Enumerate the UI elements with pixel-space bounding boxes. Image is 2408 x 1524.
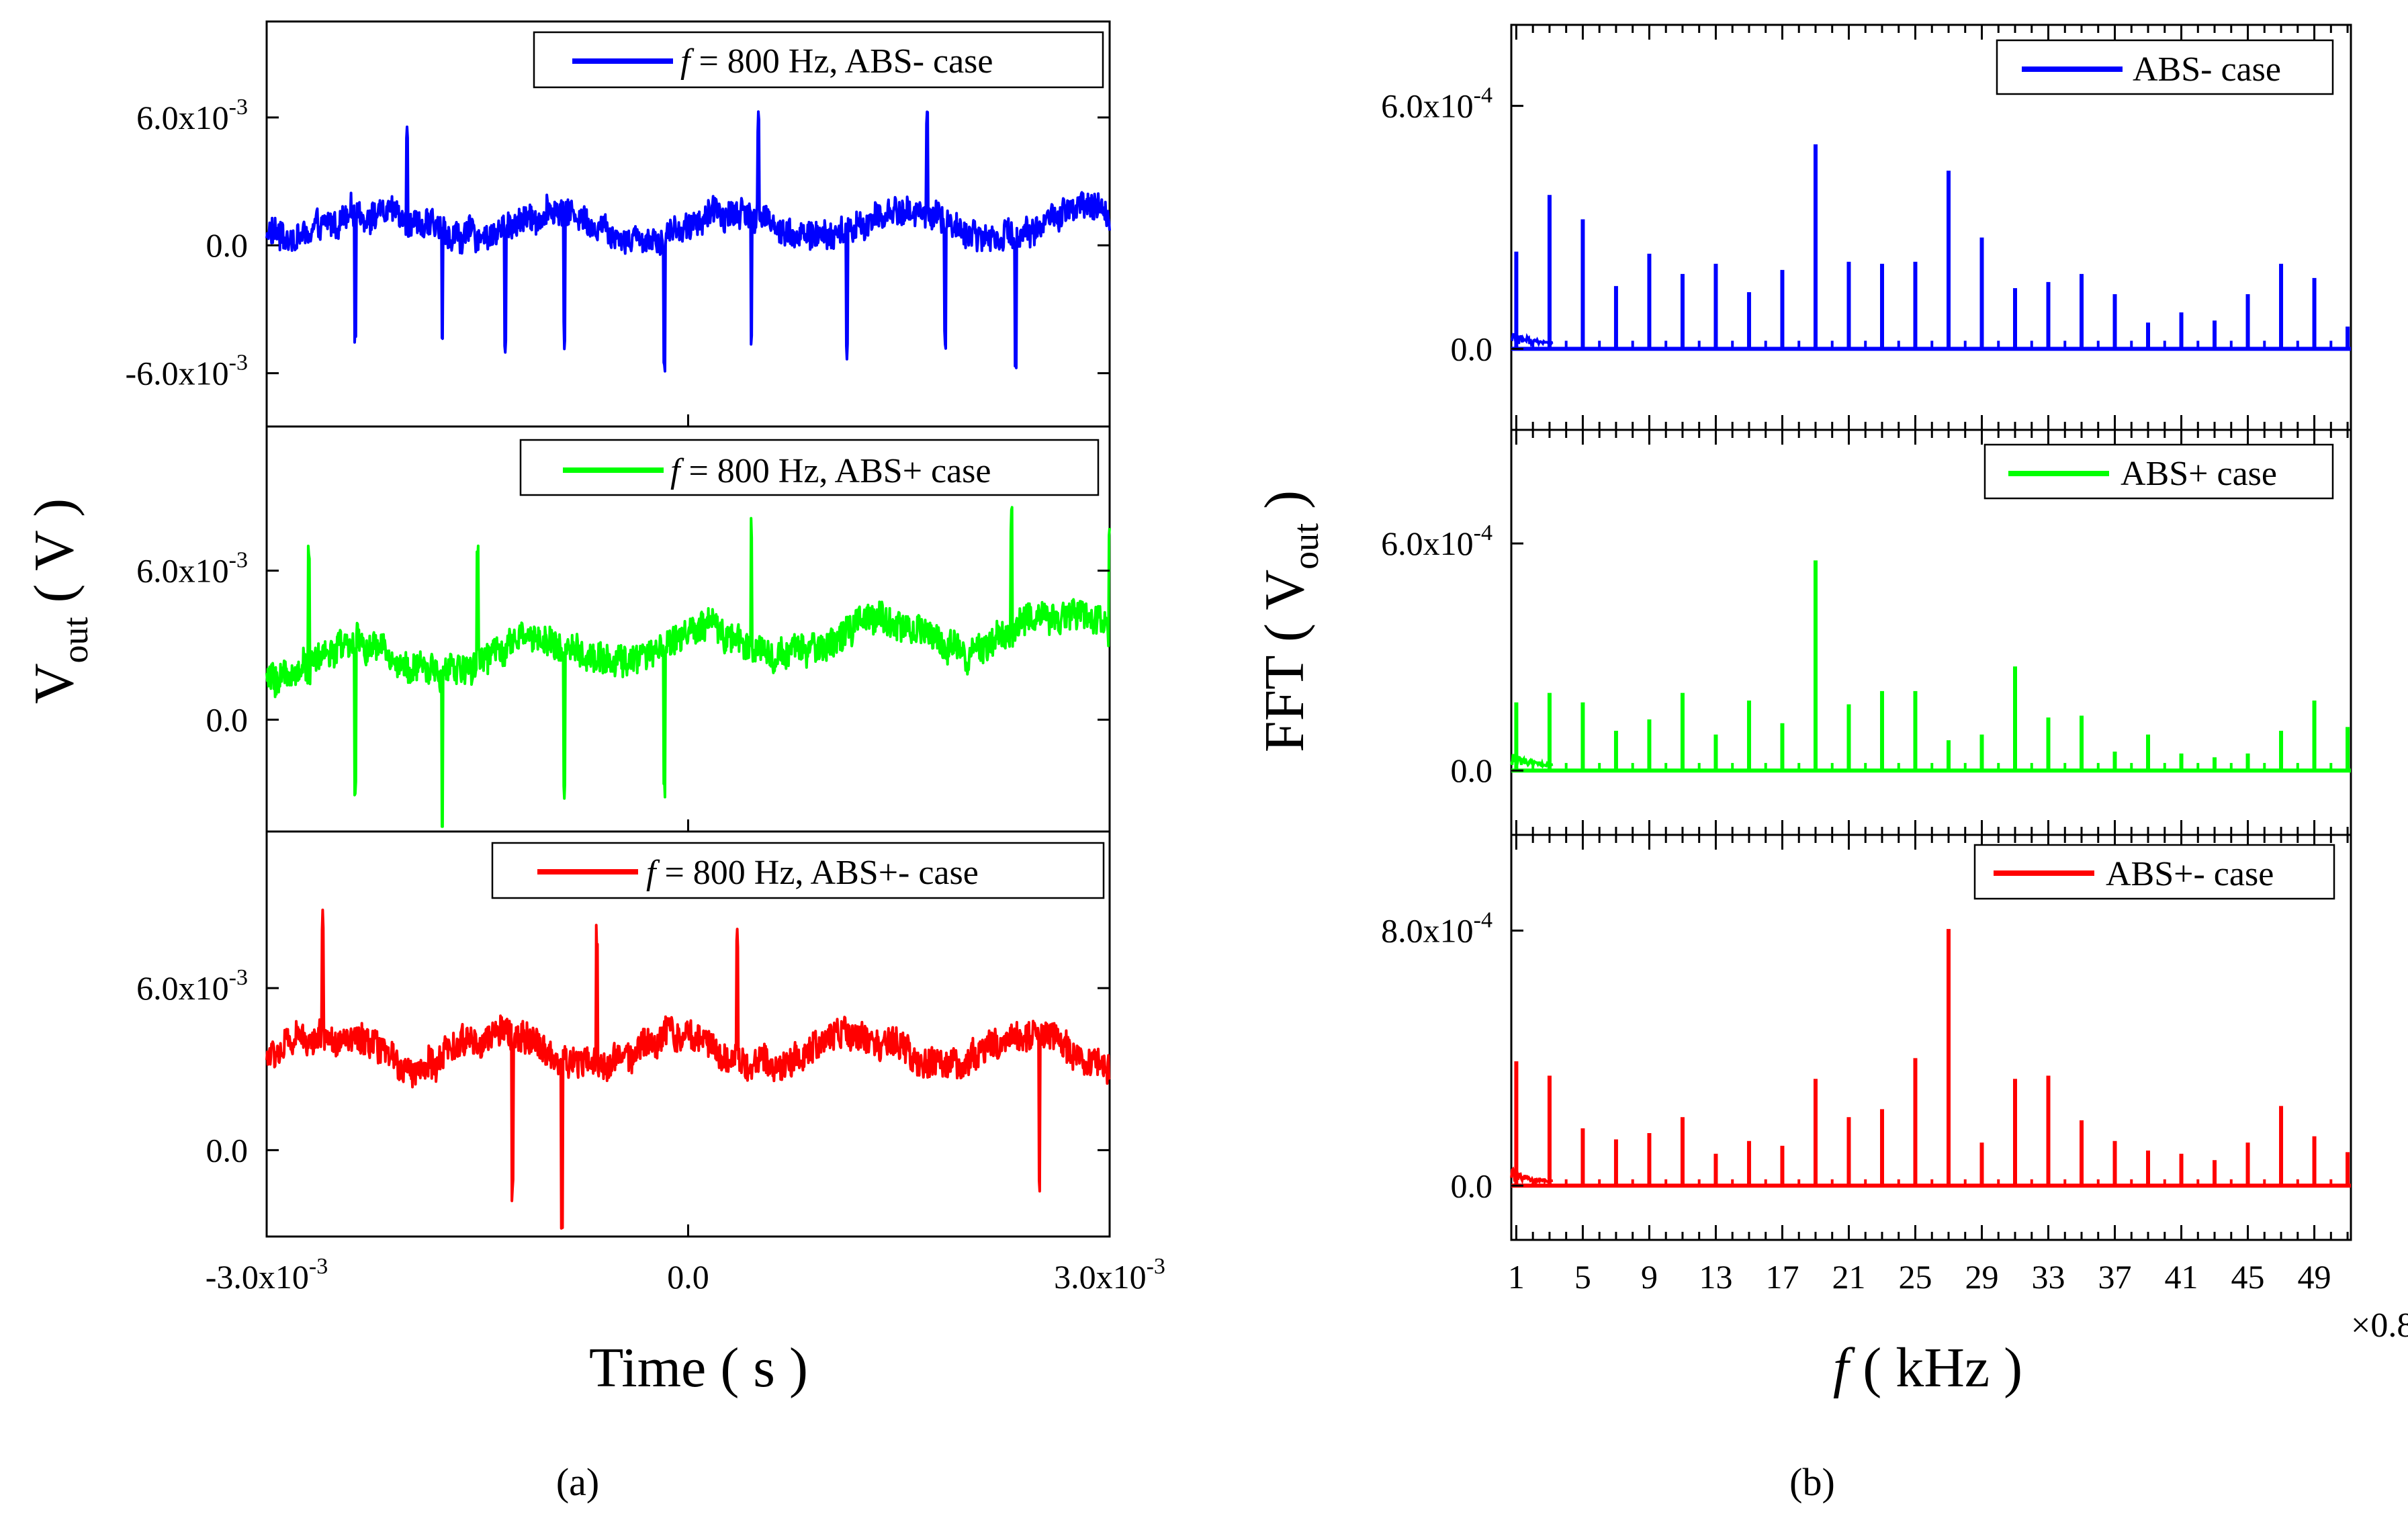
y-tick-label: 6.0x10-3 xyxy=(136,965,248,1007)
y-tick-label: 6.0x10-3 xyxy=(136,548,248,590)
legend: f = 800 Hz, ABS+ case xyxy=(519,439,1100,496)
legend: f = 800 Hz, ABS+- case xyxy=(491,842,1105,899)
caption-a: (a) xyxy=(556,1460,599,1504)
legend-label-rest: = 800 Hz, ABS+- case xyxy=(656,854,978,892)
x-tick-label: 17 xyxy=(1765,1258,1799,1296)
legend: ABS+ case xyxy=(1983,443,2334,500)
y-tick-label: -6.0x10-3 xyxy=(126,351,248,392)
tick-layer: 0.0 6.0x10-4 xyxy=(1381,25,2349,430)
signal-layer xyxy=(265,506,1111,828)
legend-label: f = 800 Hz, ABS- case xyxy=(680,42,993,81)
legend-label: f = 800 Hz, ABS+- case xyxy=(646,854,979,892)
panel-a: -6.0x10-3 0.0 6.0x10-3 f = 800 Hz, ABS- ca… xyxy=(23,20,1165,1399)
y-axis-label-b: FFT ( Vout ) xyxy=(1253,490,1326,752)
legend: ABS- case xyxy=(1996,39,2334,95)
tick-layer: -6.0x10-3 0.0 6.0x10-3 xyxy=(126,95,1111,427)
legend: ABS+- case xyxy=(1973,844,2335,900)
y-tick-label: 8.0x10-4 xyxy=(1381,907,1492,949)
signal-trace xyxy=(265,506,1111,828)
x-tick-label: 37 xyxy=(2098,1258,2132,1296)
x-tick-label: 3.0x10-3 xyxy=(1054,1254,1165,1296)
x-tick-label: 21 xyxy=(1832,1258,1865,1296)
tick-layer: 0.0 8.0x10-4 xyxy=(1381,835,2349,1240)
x-axis-label-b-rest: ( kHz ) xyxy=(1848,1337,2022,1399)
legend-label-rest: = 800 Hz, ABS+ case xyxy=(680,452,991,490)
y-tick-label: 6.0x10-3 xyxy=(136,95,248,136)
y-tick-label: 6.0x10-4 xyxy=(1381,83,1492,125)
tick-layer: 0.0 6.0x10-3 xyxy=(136,548,1111,832)
x-axis-a: -3.0x10-3 0.0 3.0x10-3 xyxy=(206,1254,1165,1296)
legend-label: ABS+ case xyxy=(2121,455,2277,493)
signal-layer xyxy=(265,908,1111,1230)
y-axis-label-a-subscript: out xyxy=(55,617,95,663)
legend-box xyxy=(533,31,1104,89)
y-tick-label: 0.0 xyxy=(1451,752,1493,789)
x-axis-label-a: Time ( s ) xyxy=(589,1337,808,1399)
x-tick-label: 9 xyxy=(1641,1258,1658,1296)
signal-trace xyxy=(265,908,1111,1230)
x-axis-label-b: f ( kHz ) xyxy=(1833,1337,2022,1399)
legend-label-rest: = 800 Hz, ABS- case xyxy=(690,42,993,81)
x-tick-label: 25 xyxy=(1898,1258,1932,1296)
x-tick-label: 49 xyxy=(2298,1258,2331,1296)
y-axis-label-b-subscript: out xyxy=(1286,523,1326,570)
x-axis-b: 1 5 9 13 17 21 25 29 33 37 41 45 49 xyxy=(1508,1258,2331,1296)
panel-b-subplot-1: 0.0 6.0x10-4 ABS- case xyxy=(1381,24,2352,431)
legend-label: ABS- case xyxy=(2133,50,2281,89)
x-tick-label: 33 xyxy=(2032,1258,2065,1296)
legend: f = 800 Hz, ABS- case xyxy=(533,31,1104,89)
y-axis-label-a: Vout ( V ) xyxy=(23,498,95,704)
spectrum-layer xyxy=(1511,144,2351,351)
x-tick-label: 13 xyxy=(1699,1258,1732,1296)
x-multiplier: ×0.8 xyxy=(2351,1306,2408,1345)
x-tick-label: 29 xyxy=(1965,1258,1998,1296)
legend-label: ABS+- case xyxy=(2106,855,2274,893)
caption-b: (b) xyxy=(1789,1460,1835,1504)
y-tick-label: 0.0 xyxy=(1451,330,1493,367)
x-tick-label: 41 xyxy=(2165,1258,2198,1296)
y-tick-label: 6.0x10-4 xyxy=(1381,521,1492,562)
spectrum-layer xyxy=(1510,929,2351,1188)
panel-b: 0.0 6.0x10-4 ABS- case 0.0 6.0x10-4 ABS+ c… xyxy=(1253,24,2408,1399)
panel-b-subplot-2: 0.0 6.0x10-4 ABS+ case xyxy=(1381,429,2352,836)
y-tick-label: 0.0 xyxy=(206,1131,249,1169)
tick-layer: 0.0 6.0x10-4 xyxy=(1381,430,2349,835)
y-tick-label: 0.0 xyxy=(1451,1167,1493,1204)
signal-layer xyxy=(265,110,1111,373)
y-tick-label: 0.0 xyxy=(206,701,249,739)
panel-a-subplot-3: 0.0 6.0x10-3 f = 800 Hz, ABS+- case xyxy=(136,830,1111,1238)
panel-b-subplot-3: 0.0 8.0x10-4 ABS+- case xyxy=(1381,834,2352,1241)
x-tick-label: 45 xyxy=(2231,1258,2265,1296)
x-tick-label: 0.0 xyxy=(667,1258,709,1296)
signal-trace xyxy=(265,110,1111,373)
x-tick-label: 5 xyxy=(1574,1258,1591,1296)
spectrum-layer xyxy=(1510,560,2351,773)
panel-a-subplot-1: -6.0x10-3 0.0 6.0x10-3 f = 800 Hz, ABS- ca… xyxy=(126,20,1111,428)
y-tick-label: 0.0 xyxy=(206,226,249,264)
panel-a-subplot-2: 0.0 6.0x10-3 f = 800 Hz, ABS+ case xyxy=(136,425,1111,833)
x-tick-label: -3.0x10-3 xyxy=(206,1254,328,1296)
tick-layer: 0.0 6.0x10-3 xyxy=(136,965,1111,1237)
legend-label: f = 800 Hz, ABS+ case xyxy=(670,452,991,490)
x-tick-label: 1 xyxy=(1508,1258,1525,1296)
legend-box xyxy=(491,842,1105,899)
